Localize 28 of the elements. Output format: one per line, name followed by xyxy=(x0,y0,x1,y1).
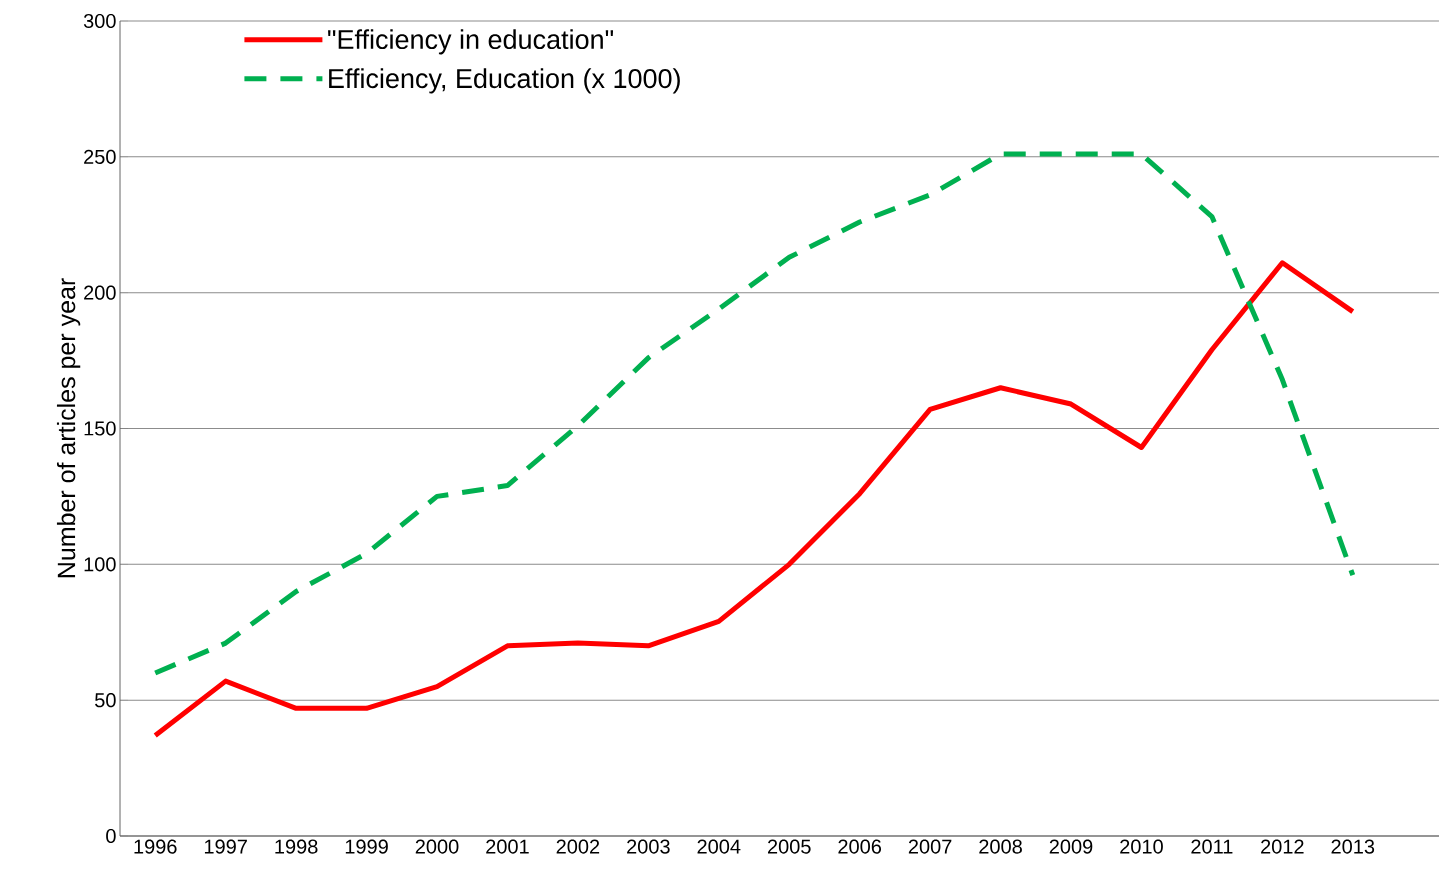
x-tick-label: 2006 xyxy=(838,839,882,854)
x-tick-label: 2007 xyxy=(908,839,952,854)
x-tick-label: 2010 xyxy=(1120,839,1163,854)
x-tick-label: 1998 xyxy=(275,839,318,854)
x-tick-label: 2008 xyxy=(979,839,1022,854)
x-tick-label: 2005 xyxy=(767,839,811,854)
y-tick-label: 200 xyxy=(84,285,116,300)
x-tick-label: 1999 xyxy=(345,839,388,854)
x-tick-label: 2000 xyxy=(415,839,459,854)
x-tick-label: 1996 xyxy=(134,839,177,854)
x-tick-label: 2004 xyxy=(697,839,741,854)
y-tick-label: 150 xyxy=(84,421,116,436)
x-tick-label: 2013 xyxy=(1331,839,1375,854)
x-tick-label: 2009 xyxy=(1049,839,1093,854)
x-tick-label: 2011 xyxy=(1191,839,1233,854)
y-tick-label: 50 xyxy=(95,693,116,708)
y-tick-label: 0 xyxy=(106,828,116,844)
y-tick-label: 250 xyxy=(84,149,116,164)
x-tick-label: 2002 xyxy=(556,839,600,854)
x-tick-label: 2001 xyxy=(486,839,529,854)
y-tick-label: 100 xyxy=(84,557,116,572)
y-tick-label: 300 xyxy=(83,13,116,29)
legend-label: "Efficiency in education" xyxy=(328,29,614,55)
legend-label: Efficiency, Education (x 1000) xyxy=(329,68,680,94)
x-tick-label: 2012 xyxy=(1261,839,1304,854)
y-axis-title: Number of articles per year xyxy=(56,278,81,578)
x-tick-label: 2003 xyxy=(627,839,670,854)
x-tick-label: 1997 xyxy=(204,839,247,854)
